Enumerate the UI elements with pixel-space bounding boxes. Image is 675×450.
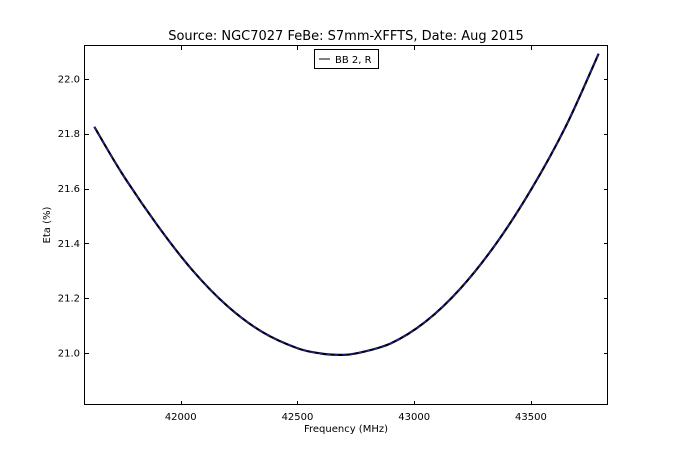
plot-area bbox=[93, 53, 600, 357]
plot-frame bbox=[84, 45, 608, 405]
y-axis-label: Eta (%) bbox=[42, 206, 53, 243]
axis-ticks: 42000 42500 43000 43500 21.0 21.2 21.4 21.6 21.8… bbox=[58, 46, 608, 423]
series-line-dashed-overlay bbox=[93, 53, 600, 356]
legend-entry-label: BB 2, R bbox=[335, 55, 372, 66]
y-tick-label: 21.6 bbox=[58, 184, 80, 195]
y-tick-label: 22.0 bbox=[58, 74, 80, 85]
y-tick-label: 21.8 bbox=[58, 129, 80, 140]
x-tick-label: 43500 bbox=[515, 412, 547, 423]
chart-title: Source: NGC7027 FeBe: S7mm-XFFTS, Date: … bbox=[168, 29, 524, 44]
x-tick-label: 42500 bbox=[282, 412, 314, 423]
x-tick-label: 42000 bbox=[165, 412, 197, 423]
y-tick-label: 21.2 bbox=[58, 294, 80, 305]
x-tick-label: 43000 bbox=[398, 412, 430, 423]
series-line bbox=[93, 53, 600, 357]
y-tick-label: 21.4 bbox=[58, 239, 80, 250]
legend-frame bbox=[314, 49, 379, 69]
x-axis-label: Frequency (MHz) bbox=[304, 424, 388, 435]
y-tick-label: 21.0 bbox=[58, 348, 80, 359]
legend: BB 2, R bbox=[314, 49, 379, 69]
